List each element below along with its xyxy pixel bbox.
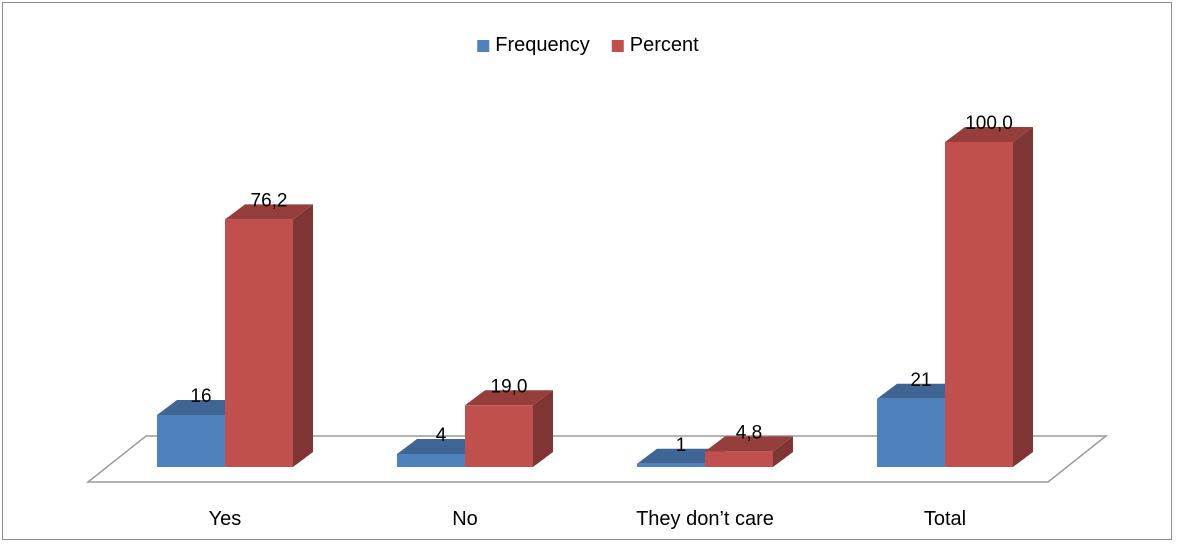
category-label-total: Total: [924, 508, 966, 530]
bar-percent-they-don-t-care: [705, 436, 793, 467]
bar-front-face: [945, 142, 1013, 467]
bar-front-face: [637, 463, 705, 467]
bar-front-face: [465, 405, 533, 467]
legend-label: Percent: [630, 34, 699, 56]
bar-top-face: [225, 204, 313, 220]
bar-top-face: [157, 400, 245, 415]
data-label-frequency-no: 4: [436, 425, 447, 446]
legend-label: Frequency: [495, 34, 590, 56]
data-label-frequency-total: 21: [910, 370, 931, 391]
category-label-they-don-t-care: They don’t care: [636, 508, 774, 530]
bar-side-face: [773, 436, 793, 467]
legend-swatch: [611, 40, 624, 52]
bar-front-face: [225, 219, 293, 467]
category-label-yes: Yes: [209, 508, 242, 530]
bar-top-face: [397, 439, 485, 454]
bar-percent-yes: [225, 204, 313, 467]
bar-side-face: [533, 390, 553, 467]
data-label-percent-yes: 76,2: [251, 190, 288, 211]
legend-item-percent: Percent: [611, 34, 699, 56]
data-label-percent-no: 19,0: [491, 376, 528, 397]
bar-top-face: [877, 383, 965, 399]
bar-top-face: [705, 436, 793, 452]
value-labels-group: 16 76,2 4 19,0 1 4,8 21 100,0: [190, 113, 1012, 456]
data-label-frequency-they-don-t-care: 1: [676, 435, 687, 456]
category-label-no: No: [452, 508, 478, 530]
legend-item-frequency: Frequency: [477, 34, 590, 56]
bar-side-face: [293, 204, 313, 467]
bar-top-face: [637, 448, 725, 464]
bar-front-face: [877, 398, 945, 467]
data-label-percent-they-don-t-care: 4,8: [736, 422, 762, 443]
legend-swatch: [477, 40, 490, 52]
bar-front-face: [157, 415, 225, 467]
bar-top-face: [465, 390, 553, 406]
bar-side-face: [1013, 127, 1033, 467]
category-labels-group: Yes No They don’t care Total: [209, 508, 966, 530]
data-label-percent-total: 100,0: [965, 113, 1013, 134]
data-label-frequency-yes: 16: [190, 386, 211, 407]
bar-front-face: [705, 451, 773, 467]
bar-percent-no: [465, 390, 553, 467]
bars-group: [157, 127, 1033, 467]
chart-floor: [85, 435, 1109, 483]
bar-frequency-total: [877, 383, 965, 467]
bar-top-face: [945, 127, 1033, 142]
bar-front-face: [397, 454, 465, 467]
legend: Frequency Percent: [477, 34, 699, 56]
bar-percent-total: [945, 127, 1033, 467]
